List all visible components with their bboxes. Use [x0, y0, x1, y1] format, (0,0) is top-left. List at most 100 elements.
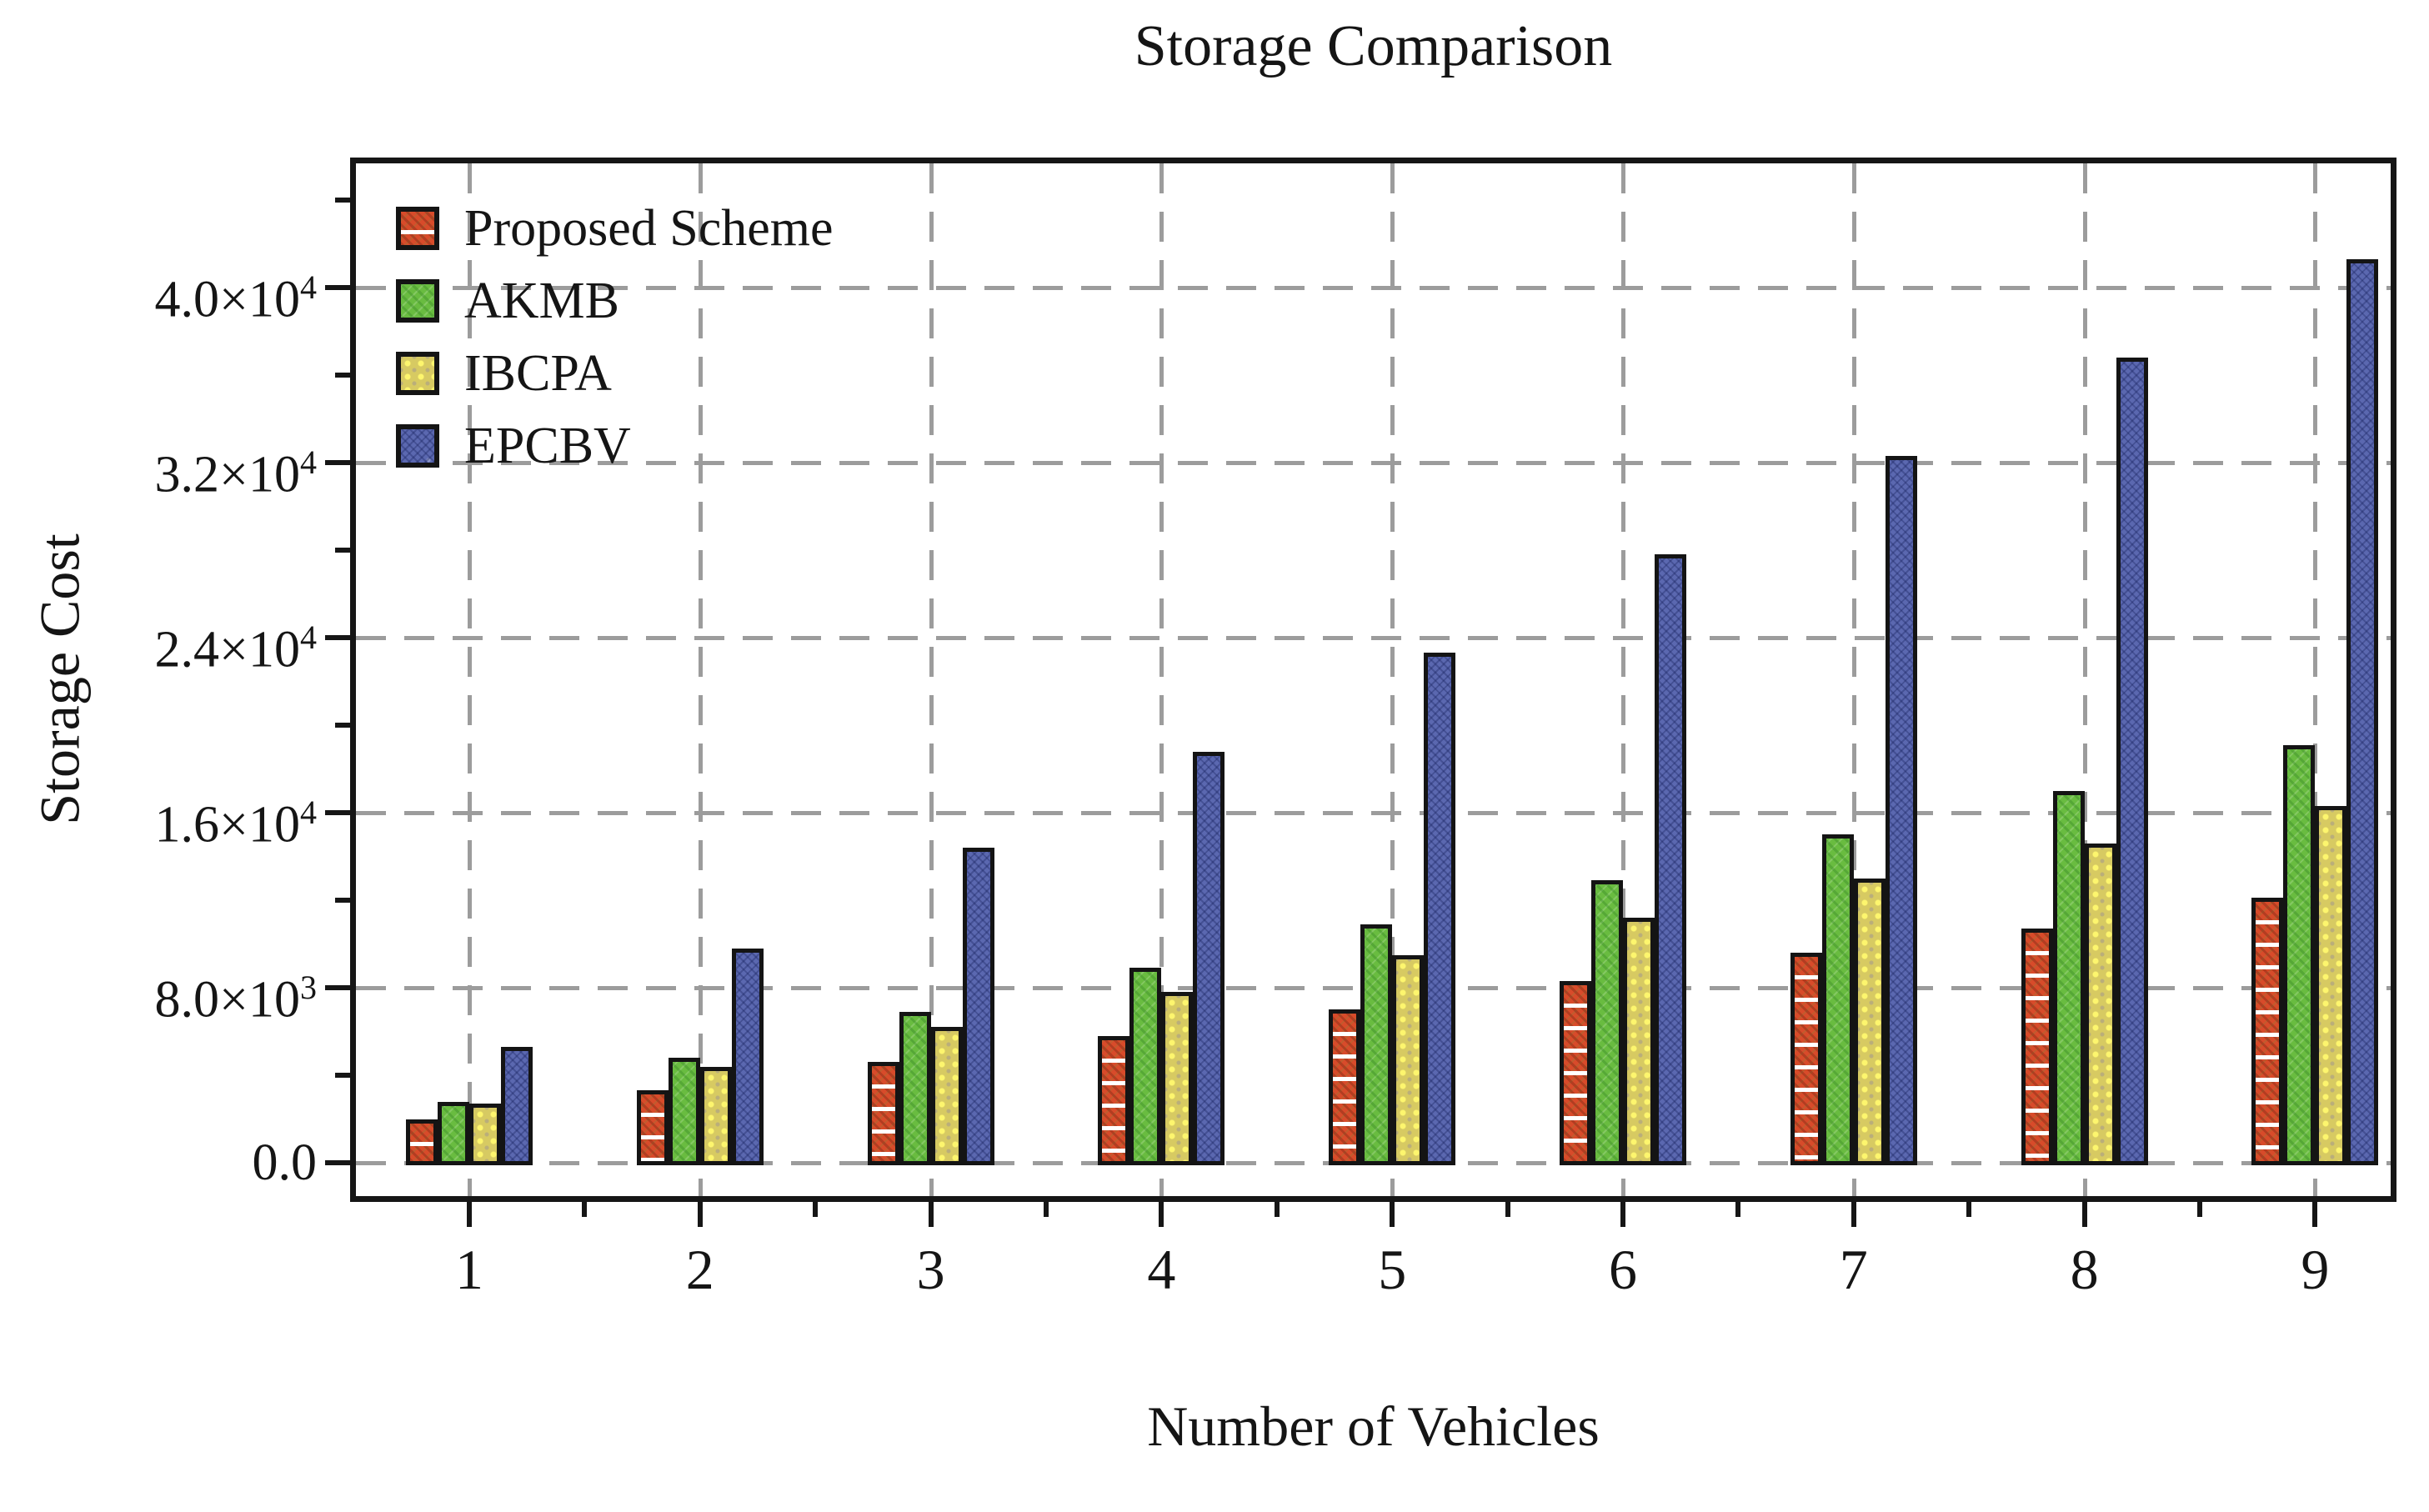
x-minor-tick	[1274, 1202, 1280, 1217]
legend-swatch-ibcpa	[396, 352, 439, 395]
y-major-tick	[325, 810, 350, 816]
bar-proposed-n6	[1560, 981, 1591, 1166]
x-minor-tick	[2197, 1202, 2202, 1217]
bar-epcbv-n2	[731, 948, 764, 1165]
y-minor-tick	[335, 723, 350, 728]
h-gridline	[356, 461, 2391, 466]
bar-epcbv-n9	[2346, 259, 2379, 1165]
legend-item-epcbv: EPCBV	[396, 418, 979, 478]
bar-epcbv-n7	[1885, 456, 1917, 1165]
bar-proposed-n8	[2021, 929, 2053, 1165]
v-gridline	[468, 163, 472, 1196]
y-tick-label: 8.0×103	[154, 969, 317, 1029]
bar-proposed-n1	[406, 1119, 438, 1165]
h-gridline	[356, 286, 2391, 291]
bar-akmb-n3	[899, 1011, 931, 1165]
y-major-tick	[325, 1160, 350, 1166]
bar-epcbv-n6	[1655, 554, 1686, 1165]
x-major-tick	[2312, 1202, 2318, 1227]
x-major-tick	[2081, 1202, 2087, 1227]
bar-ibcpa-n1	[469, 1104, 501, 1165]
y-major-tick	[325, 985, 350, 991]
y-major-tick	[325, 460, 350, 466]
x-minor-tick	[1966, 1202, 1972, 1217]
bar-akmb-n6	[1591, 880, 1623, 1165]
h-gridline	[356, 636, 2391, 641]
bar-ibcpa-n3	[930, 1027, 963, 1165]
bar-proposed-n9	[2251, 898, 2284, 1166]
legend-label-proposed: Proposed Scheme	[464, 200, 834, 257]
bar-proposed-n7	[1790, 953, 1822, 1165]
legend-item-ibcpa: IBCPA	[396, 345, 979, 405]
v-gridline	[2313, 163, 2318, 1196]
y-minor-tick	[335, 1073, 350, 1079]
bar-ibcpa-n8	[2084, 843, 2116, 1165]
bar-epcbv-n1	[501, 1046, 533, 1165]
bar-akmb-n2	[668, 1058, 700, 1165]
bar-akmb-n4	[1129, 968, 1162, 1165]
h-gridline	[356, 811, 2391, 816]
legend-item-akmb: AKMB	[396, 273, 979, 333]
x-tick-label: 8	[2070, 1238, 2099, 1301]
bar-ibcpa-n5	[1392, 954, 1425, 1165]
x-minor-tick	[813, 1202, 819, 1217]
legend-label-epcbv: EPCBV	[464, 418, 631, 474]
x-major-tick	[1159, 1202, 1164, 1227]
bar-epcbv-n3	[962, 848, 994, 1165]
y-major-tick	[325, 635, 350, 641]
legend-item-proposed: Proposed Scheme	[396, 200, 979, 260]
y-minor-tick	[335, 548, 350, 553]
x-major-tick	[928, 1202, 934, 1227]
y-minor-tick	[335, 898, 350, 904]
x-tick-label: 6	[1609, 1238, 1637, 1301]
legend-swatch-proposed	[396, 207, 439, 250]
y-minor-tick	[335, 373, 350, 378]
v-gridline	[2082, 163, 2087, 1196]
v-gridline	[1159, 163, 1164, 1196]
x-major-tick	[467, 1202, 472, 1227]
bar-epcbv-n5	[1424, 653, 1456, 1165]
x-tick-label: 2	[685, 1238, 714, 1301]
x-major-tick	[1851, 1202, 1856, 1227]
bar-ibcpa-n4	[1161, 992, 1194, 1166]
legend-label-akmb: AKMB	[464, 273, 620, 329]
bar-akmb-n1	[438, 1101, 469, 1165]
x-major-tick	[1390, 1202, 1395, 1227]
bar-akmb-n5	[1360, 924, 1393, 1165]
x-major-tick	[1620, 1202, 1625, 1227]
bar-epcbv-n4	[1193, 751, 1225, 1165]
x-tick-label: 5	[1378, 1238, 1407, 1301]
v-gridline	[929, 163, 934, 1196]
bar-ibcpa-n7	[1853, 878, 1886, 1165]
y-tick-label: 3.2×104	[154, 443, 317, 503]
v-gridline	[698, 163, 703, 1196]
bar-ibcpa-n6	[1623, 918, 1655, 1165]
y-minor-tick	[335, 198, 350, 203]
bar-proposed-n5	[1329, 1009, 1361, 1165]
bar-akmb-n8	[2052, 790, 2085, 1166]
bar-akmb-n7	[1821, 834, 1854, 1165]
bar-ibcpa-n2	[699, 1066, 732, 1165]
v-gridline	[1390, 163, 1395, 1196]
x-tick-label: 7	[1839, 1238, 1868, 1301]
x-minor-tick	[1505, 1202, 1510, 1217]
bar-epcbv-n8	[2116, 358, 2148, 1165]
bar-ibcpa-n9	[2315, 806, 2347, 1166]
y-major-tick	[325, 285, 350, 291]
x-tick-label: 3	[916, 1238, 945, 1301]
x-minor-tick	[582, 1202, 588, 1217]
bar-akmb-n9	[2283, 744, 2316, 1165]
bar-proposed-n4	[1098, 1035, 1130, 1165]
y-tick-label: 1.6×104	[154, 794, 317, 854]
legend-swatch-akmb	[396, 279, 439, 323]
bar-proposed-n2	[636, 1090, 669, 1165]
x-major-tick	[697, 1202, 703, 1227]
bar-proposed-n3	[867, 1062, 899, 1165]
y-tick-label: 2.4×104	[154, 618, 317, 678]
x-tick-label: 4	[1147, 1238, 1176, 1301]
chart-title: Storage Comparison	[1134, 14, 1613, 78]
x-tick-label: 1	[455, 1238, 483, 1301]
legend-swatch-epcbv	[396, 424, 439, 468]
x-minor-tick	[1735, 1202, 1741, 1217]
